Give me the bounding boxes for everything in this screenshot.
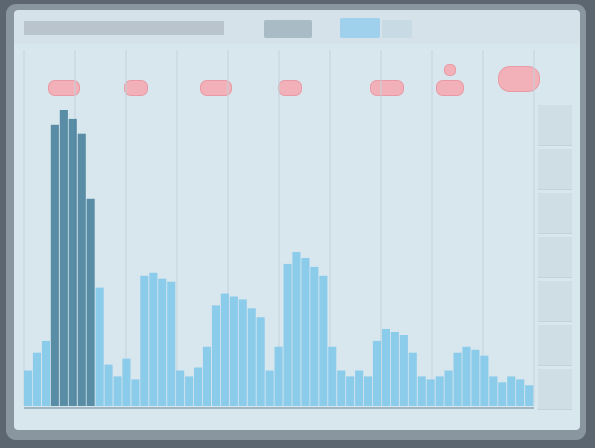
chart-bar xyxy=(122,358,131,406)
marker-8[interactable] xyxy=(444,64,456,76)
chart-bar xyxy=(435,376,444,406)
chart-bar xyxy=(211,305,220,406)
marker-3[interactable] xyxy=(200,80,232,96)
value-column xyxy=(538,105,572,415)
marker-1[interactable] xyxy=(48,80,80,96)
marker-5[interactable] xyxy=(370,80,404,96)
chart-bar xyxy=(364,376,373,406)
chart-bar xyxy=(390,332,399,406)
chart-bar xyxy=(247,308,256,406)
chart-bar xyxy=(24,370,33,406)
chart-bar xyxy=(95,287,104,406)
marker-2[interactable] xyxy=(124,80,148,96)
chart-bar xyxy=(444,370,453,406)
toolbar-tab-1[interactable] xyxy=(264,20,312,38)
chart-bar xyxy=(328,346,337,406)
chart-bar xyxy=(185,376,194,406)
value-cell xyxy=(538,325,572,366)
chart-bar xyxy=(140,275,149,406)
chart-bar xyxy=(516,379,525,406)
chart-bar xyxy=(408,352,417,406)
chart-bar xyxy=(104,364,113,406)
chart-bar xyxy=(229,296,238,406)
marker-6[interactable] xyxy=(436,80,464,96)
chart-bar xyxy=(453,352,462,406)
chart-bar xyxy=(41,340,50,406)
chart-bar xyxy=(489,376,498,406)
chart-bar xyxy=(426,379,435,406)
chart-bar xyxy=(194,367,203,406)
chart-bar xyxy=(399,335,408,406)
chart-bar xyxy=(507,376,516,406)
chart-bar xyxy=(68,118,77,407)
chart-bar xyxy=(355,370,364,406)
chart-bar xyxy=(498,382,507,406)
marker-strip xyxy=(14,60,580,120)
chart-bar xyxy=(372,340,381,406)
chart-bar xyxy=(59,110,68,406)
chart-bar xyxy=(167,281,176,406)
chart-bar xyxy=(202,346,211,406)
chart-bar xyxy=(381,329,390,406)
chart-bar xyxy=(480,355,489,406)
toolbar-title xyxy=(24,21,224,35)
bar-chart xyxy=(23,50,535,409)
value-cell xyxy=(538,105,572,146)
chart-bar xyxy=(301,258,310,406)
chart-bar xyxy=(274,346,283,406)
toolbar-tab-2[interactable] xyxy=(340,18,380,38)
chart-bar xyxy=(265,370,274,406)
chart-bar xyxy=(417,376,426,406)
chart-bar xyxy=(462,346,471,406)
chart-bar xyxy=(471,349,480,406)
chart-bar xyxy=(86,198,95,406)
chart-bar xyxy=(292,252,301,406)
chart-bar xyxy=(220,293,229,406)
app-window xyxy=(14,10,580,430)
chart-bars xyxy=(24,110,534,407)
chart-bar xyxy=(32,352,41,406)
chart-bar xyxy=(310,266,319,406)
toolbar xyxy=(14,10,580,44)
value-cell xyxy=(538,193,572,234)
chart-bar xyxy=(50,124,59,407)
marker-7[interactable] xyxy=(498,66,540,92)
chart-bar xyxy=(525,385,534,406)
value-cell xyxy=(538,281,572,322)
value-cell xyxy=(538,149,572,190)
chart-bar xyxy=(176,370,185,406)
chart-bar xyxy=(238,299,247,406)
chart-bar xyxy=(158,278,167,406)
value-cell xyxy=(538,369,572,410)
toolbar-tab-3[interactable] xyxy=(382,20,412,38)
chart-bar xyxy=(283,263,292,406)
chart-bar xyxy=(337,370,346,406)
chart-bar xyxy=(319,275,328,406)
chart-bar xyxy=(113,376,122,406)
chart-bar xyxy=(346,376,355,406)
chart-bar xyxy=(149,272,158,406)
chart-bar xyxy=(256,317,265,406)
chart-bar xyxy=(131,379,140,406)
chart-bar xyxy=(77,133,86,406)
value-cell xyxy=(538,237,572,278)
